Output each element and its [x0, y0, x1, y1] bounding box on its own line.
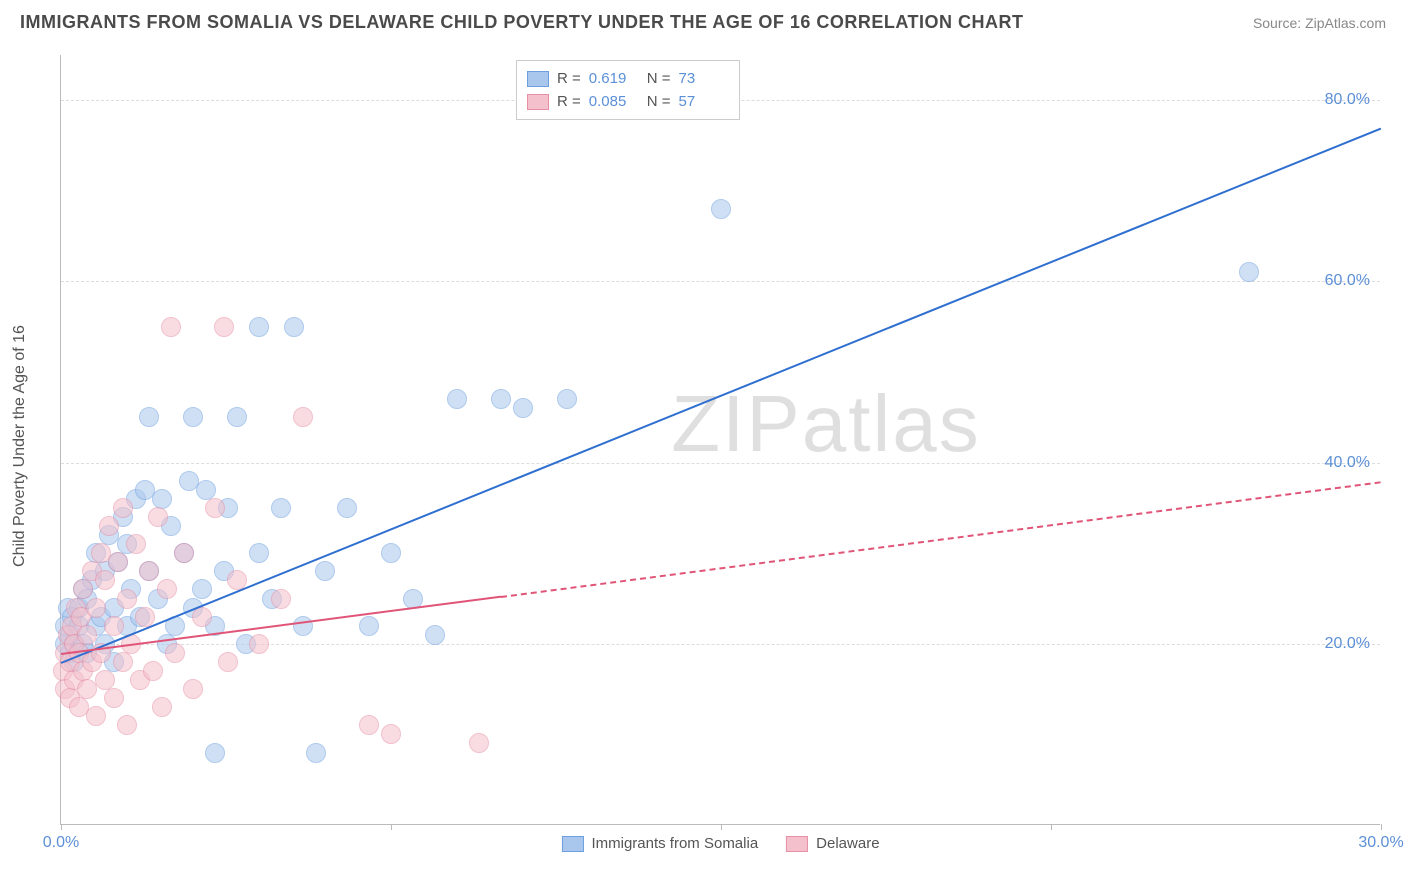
data-point — [447, 389, 467, 409]
legend-swatch — [527, 71, 549, 87]
series-legend: Immigrants from Somalia Delaware — [561, 835, 879, 852]
data-point — [425, 625, 445, 645]
data-point — [152, 489, 172, 509]
data-point — [157, 579, 177, 599]
data-point — [271, 589, 291, 609]
data-point — [148, 507, 168, 527]
scatter-chart: ZIPatlas 20.0%40.0%60.0%80.0%0.0%30.0%R … — [60, 55, 1380, 825]
y-tick-label: 40.0% — [1325, 454, 1370, 472]
x-tick-label: 0.0% — [43, 834, 79, 852]
data-point — [99, 516, 119, 536]
data-point — [711, 199, 731, 219]
legend-item: Delaware — [786, 835, 879, 852]
data-point — [126, 534, 146, 554]
y-tick-label: 80.0% — [1325, 91, 1370, 109]
data-point — [174, 543, 194, 563]
data-point — [104, 616, 124, 636]
legend-r-value: 0.619 — [589, 70, 639, 87]
data-point — [117, 715, 137, 735]
data-point — [135, 607, 155, 627]
legend-label: Immigrants from Somalia — [591, 835, 758, 852]
legend-row: R = 0.085 N = 57 — [527, 90, 729, 113]
data-point — [337, 498, 357, 518]
data-point — [359, 616, 379, 636]
data-point — [381, 543, 401, 563]
data-point — [381, 724, 401, 744]
data-point — [513, 398, 533, 418]
data-point — [284, 317, 304, 337]
trend-line — [501, 481, 1381, 598]
data-point — [249, 317, 269, 337]
data-point — [293, 616, 313, 636]
data-point — [95, 670, 115, 690]
data-point — [165, 643, 185, 663]
data-point — [77, 625, 97, 645]
chart-title: IMMIGRANTS FROM SOMALIA VS DELAWARE CHIL… — [20, 12, 1024, 33]
data-point — [183, 407, 203, 427]
x-tick-mark — [1381, 824, 1382, 830]
data-point — [183, 679, 203, 699]
legend-row: R = 0.619 N = 73 — [527, 67, 729, 90]
data-point — [113, 652, 133, 672]
legend-r-label: R = — [557, 93, 581, 110]
x-tick-label: 30.0% — [1358, 834, 1403, 852]
legend-r-label: R = — [557, 70, 581, 87]
data-point — [192, 579, 212, 599]
data-point — [557, 389, 577, 409]
data-point — [293, 407, 313, 427]
y-tick-label: 60.0% — [1325, 272, 1370, 290]
data-point — [139, 407, 159, 427]
data-point — [1239, 262, 1259, 282]
gridline — [61, 281, 1380, 282]
legend-swatch — [786, 836, 808, 852]
data-point — [113, 498, 133, 518]
data-point — [359, 715, 379, 735]
data-point — [152, 697, 172, 717]
data-point — [196, 480, 216, 500]
legend-n-value: 57 — [679, 93, 729, 110]
data-point — [491, 389, 511, 409]
data-point — [249, 634, 269, 654]
legend-swatch — [527, 94, 549, 110]
data-point — [104, 688, 124, 708]
data-point — [86, 598, 106, 618]
data-point — [227, 407, 247, 427]
legend-label: Delaware — [816, 835, 879, 852]
y-tick-label: 20.0% — [1325, 635, 1370, 653]
data-point — [161, 317, 181, 337]
data-point — [205, 498, 225, 518]
legend-n-label: N = — [647, 93, 671, 110]
data-point — [73, 579, 93, 599]
legend-item: Immigrants from Somalia — [561, 835, 758, 852]
watermark: ZIPatlas — [671, 378, 980, 470]
legend-n-value: 73 — [679, 70, 729, 87]
data-point — [205, 743, 225, 763]
data-point — [249, 543, 269, 563]
data-point — [139, 561, 159, 581]
gridline — [61, 463, 1380, 464]
data-point — [271, 498, 291, 518]
data-point — [315, 561, 335, 581]
data-point — [218, 652, 238, 672]
data-point — [108, 552, 128, 572]
data-point — [86, 706, 106, 726]
x-tick-mark — [721, 824, 722, 830]
x-tick-mark — [1051, 824, 1052, 830]
data-point — [117, 589, 137, 609]
data-point — [469, 733, 489, 753]
correlation-legend: R = 0.619 N = 73 R = 0.085 N = 57 — [516, 60, 740, 120]
data-point — [143, 661, 163, 681]
source-label: Source: ZipAtlas.com — [1253, 15, 1386, 31]
data-point — [306, 743, 326, 763]
data-point — [214, 317, 234, 337]
legend-n-label: N = — [647, 70, 671, 87]
x-tick-mark — [61, 824, 62, 830]
data-point — [95, 570, 115, 590]
legend-r-value: 0.085 — [589, 93, 639, 110]
x-tick-mark — [391, 824, 392, 830]
y-axis-label: Child Poverty Under the Age of 16 — [11, 325, 29, 567]
legend-swatch — [561, 836, 583, 852]
